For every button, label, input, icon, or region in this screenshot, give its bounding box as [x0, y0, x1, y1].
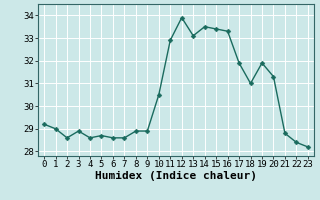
X-axis label: Humidex (Indice chaleur): Humidex (Indice chaleur): [95, 171, 257, 181]
